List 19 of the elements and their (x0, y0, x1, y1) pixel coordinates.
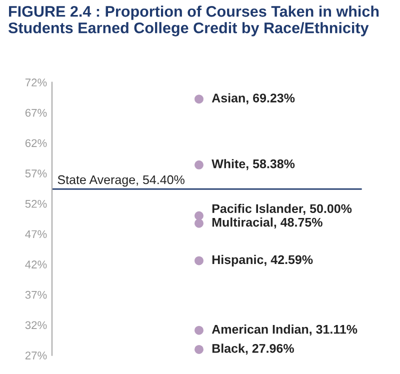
data-label: White, 58.38% (212, 159, 295, 170)
data-label: Pacific Islander, 50.00% (212, 204, 352, 215)
y-tick-label: 27% (25, 352, 47, 360)
y-tick-label: 62% (25, 139, 47, 148)
data-label: Hispanic, 42.59% (212, 254, 313, 267)
y-tick-label: 52% (25, 200, 47, 208)
y-tick-label: 42% (25, 260, 47, 268)
data-label: American Indian, 31.11% (212, 324, 358, 336)
data-label: Multiracial, 48.75% (212, 218, 322, 229)
y-tick-label: 47% (25, 230, 47, 238)
chart-title: FIGURE 2.4 : Proportion of Courses Taken in which Students Earned College Credit by Race/Ethnicity (8, 6, 379, 36)
data-label: Black, 27.96% (212, 344, 294, 355)
y-tick-label: 32% (25, 321, 47, 330)
y-tick-label: 37% (25, 290, 47, 299)
ref-line-label: State Average, 54.40% (58, 175, 184, 187)
y-tick-label: 57% (25, 170, 47, 178)
data-label: Asian, 69.23% (212, 93, 295, 104)
y-tick-label: 67% (25, 108, 47, 117)
y-tick-label: 72% (25, 78, 47, 86)
